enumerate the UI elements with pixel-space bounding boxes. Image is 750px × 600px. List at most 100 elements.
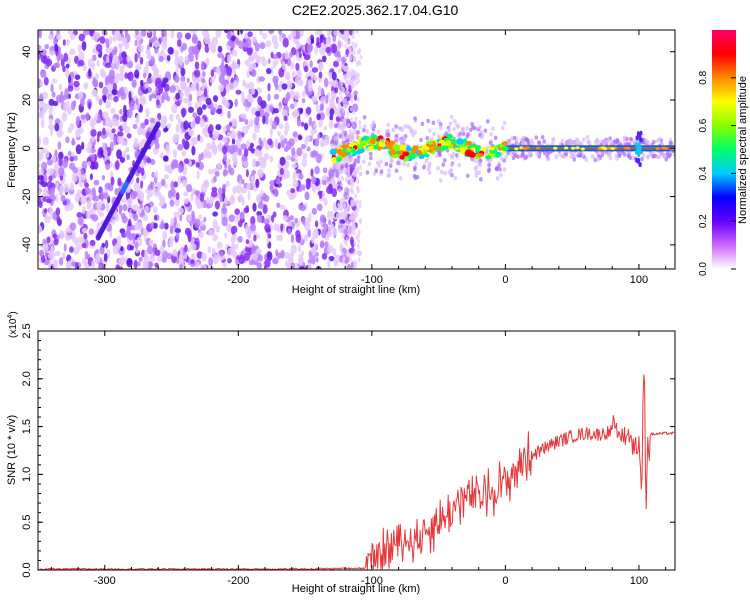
- noise-blob: [256, 211, 263, 217]
- noise-blob: [60, 195, 66, 202]
- band-halo: [362, 159, 366, 164]
- noise-blob: [308, 116, 313, 127]
- noise-blob: [97, 113, 101, 124]
- band-halo: [399, 138, 403, 143]
- noise-blob: [119, 109, 123, 115]
- band-halo: [439, 169, 444, 175]
- noise-blob: [221, 55, 225, 63]
- noise-blob: [207, 126, 211, 134]
- noise-blob: [153, 40, 160, 48]
- noise-blob: [266, 251, 273, 261]
- noise-blob: [246, 69, 250, 79]
- x-tick-label: -200: [227, 274, 249, 286]
- noise-blob: [311, 149, 317, 159]
- band-halo: [494, 166, 499, 171]
- noise-blob: [325, 94, 329, 104]
- band-peak: [432, 147, 437, 151]
- noise-blob: [120, 212, 126, 220]
- band-halo: [521, 141, 525, 146]
- noise-blob: [65, 261, 72, 269]
- noise-blob: [306, 182, 311, 190]
- noise-blob: [245, 205, 249, 213]
- band-halo: [641, 153, 646, 158]
- noise-blob: [103, 252, 108, 262]
- band-halo: [554, 154, 558, 159]
- noise-blob: [244, 58, 251, 67]
- noise-blob: [159, 224, 166, 230]
- noise-blob: [81, 227, 88, 233]
- noise-blob: [325, 37, 332, 45]
- noise-blob: [98, 81, 104, 89]
- noise-blob: [251, 69, 257, 77]
- noise-blob: [297, 135, 303, 141]
- noise-blob: [347, 188, 351, 194]
- noise-blob: [100, 70, 107, 78]
- noise-blob: [54, 123, 60, 132]
- noise-blob: [77, 217, 84, 226]
- noise-blob: [293, 100, 298, 107]
- noise-blob: [314, 220, 319, 228]
- noise-blob: [320, 141, 324, 147]
- band-blob: [445, 140, 452, 146]
- noise-blob: [161, 178, 166, 187]
- noise-blob: [141, 30, 147, 37]
- noise-blob: [187, 52, 194, 62]
- band-blob: [423, 153, 430, 158]
- band-halo: [389, 157, 394, 163]
- noise-blob: [194, 115, 201, 125]
- band-halo: [414, 161, 418, 166]
- snr-content: [38, 374, 675, 570]
- noise-blob: [291, 147, 296, 157]
- noise-blob: [256, 262, 263, 269]
- noise-blob: [342, 210, 346, 216]
- noise-blob: [299, 30, 304, 37]
- noise-blob: [216, 108, 223, 115]
- band-blob: [458, 139, 464, 145]
- noise-blob: [102, 118, 107, 126]
- y-tick-label: 0: [21, 145, 33, 151]
- noise-blob: [221, 216, 228, 227]
- noise-blob: [269, 180, 276, 186]
- noise-blob: [173, 149, 177, 158]
- noise-blob: [38, 189, 42, 195]
- noise-blob: [118, 206, 122, 215]
- noise-blob: [327, 210, 331, 220]
- noise-blob: [105, 42, 110, 49]
- noise-blob: [140, 180, 144, 189]
- noise-blob: [74, 74, 81, 80]
- noise-blob: [89, 214, 96, 220]
- colorbar-ticks: 0.0 0.2 0.4 0.6 0.8: [698, 70, 736, 276]
- noise-blob: [227, 54, 232, 64]
- noise-blob: [205, 97, 212, 105]
- noise-blob: [73, 155, 78, 161]
- noise-blob: [235, 63, 240, 70]
- band-blob: [409, 152, 416, 159]
- noise-blob: [353, 240, 357, 246]
- noise-blob: [279, 156, 286, 166]
- noise-blob: [301, 90, 307, 98]
- noise-blob: [81, 257, 87, 265]
- band-halo: [441, 162, 446, 167]
- noise-blob: [346, 220, 350, 226]
- noise-blob: [184, 227, 191, 236]
- noise-blob: [358, 61, 362, 66]
- noise-blob: [119, 228, 126, 234]
- noise-blob: [345, 71, 349, 77]
- noise-blob: [266, 238, 270, 244]
- band-blob: [638, 161, 642, 167]
- noise-blob: [62, 183, 70, 193]
- noise-blob: [190, 243, 197, 251]
- noise-blob: [96, 221, 101, 231]
- noise-blob: [311, 255, 316, 265]
- noise-blob: [206, 143, 212, 151]
- noise-blob: [229, 167, 235, 176]
- noise-blob: [259, 30, 263, 36]
- noise-blob: [337, 178, 341, 184]
- noise-blob: [122, 36, 128, 46]
- noise-blob: [213, 175, 217, 183]
- noise-blob: [81, 174, 86, 181]
- noise-blob: [257, 201, 264, 210]
- noise-blob: [339, 244, 343, 250]
- noise-blob: [53, 238, 59, 246]
- noise-blob: [198, 231, 204, 239]
